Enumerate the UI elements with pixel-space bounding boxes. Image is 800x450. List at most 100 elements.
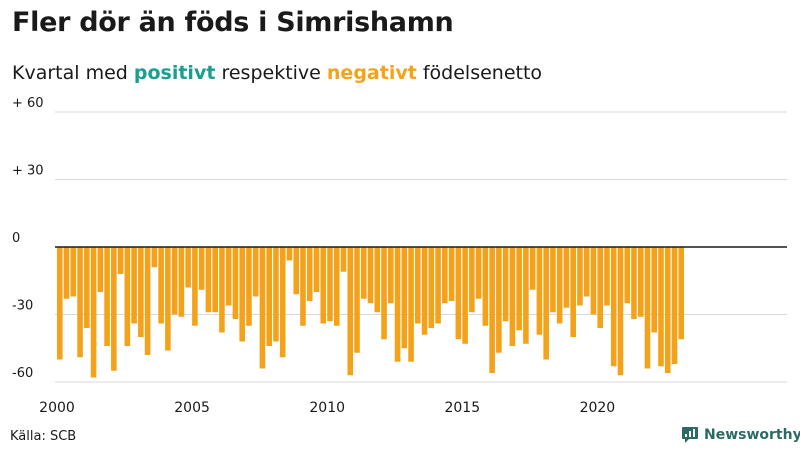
y-tick-label: -60 [12,366,33,381]
bar [333,247,340,326]
bar [408,247,414,362]
bar [624,247,631,304]
bar [469,247,475,313]
bar [367,247,374,304]
bar [631,247,637,319]
bar [590,247,597,315]
bar [448,247,455,301]
bar [597,247,603,328]
bar [482,247,489,326]
bar [124,247,131,346]
brand-logo[interactable]: Newsworthy [681,426,800,444]
bar [401,247,408,349]
bar [502,247,509,322]
bar [185,247,191,288]
x-tick-label: 2010 [309,400,345,416]
bar [219,247,225,333]
chart-bars [57,247,685,378]
bar [259,247,266,369]
bar [435,247,441,324]
y-axis-labels: + 60 + 30 0 -30 -60 [12,96,44,381]
bar [583,247,590,297]
chart-subtitle: Kvartal med positivt respektive negativt… [12,62,542,84]
bar [286,247,293,261]
bar [212,247,218,313]
bar [550,247,556,313]
subtitle-prefix: Kvartal med [12,62,134,84]
bar [205,247,212,313]
source-note: Källa: SCB [10,429,77,444]
bar [144,247,151,355]
bar [381,247,387,340]
x-tick-label: 2000 [39,400,75,416]
bar [239,247,245,342]
bar [300,247,306,326]
bar [138,247,144,337]
bar [111,247,117,371]
bar [266,247,272,346]
bar [523,247,529,344]
bar [462,247,468,344]
bar [104,247,110,346]
bar [225,247,232,306]
bar [644,247,651,369]
y-tick-label: -30 [12,299,33,314]
bar [570,247,576,337]
bar [529,247,536,290]
bar [171,247,178,315]
bar [563,247,570,308]
y-tick-label: + 60 [12,96,44,111]
bar [664,247,671,373]
bar [374,247,381,313]
subtitle-middle: respektive [215,62,327,84]
x-axis-labels: 2000 2005 2010 2015 2020 [39,400,615,416]
bar [428,247,435,328]
bar [293,247,300,295]
bar [77,247,83,358]
bar [246,247,252,326]
bar [178,247,185,317]
bar [165,247,171,351]
bar [151,247,158,268]
bar [516,247,522,331]
subtitle-negative: negativt [326,62,417,84]
x-tick-label: 2020 [580,400,616,416]
bar [442,247,448,304]
bar [84,247,90,328]
bar [556,247,563,324]
bar [313,247,320,292]
bar [354,247,360,353]
bar [131,247,137,324]
bar [63,247,70,299]
bar [536,247,543,335]
newsworthy-logo-icon [682,427,698,443]
subtitle-suffix: födelsenetto [416,62,543,84]
y-tick-label: + 30 [12,164,44,179]
bar [455,247,462,340]
bar [617,247,624,376]
bar [97,247,104,292]
bar [90,247,97,378]
bar [543,247,549,360]
y-tick-label: 0 [12,231,20,246]
bar [198,247,205,290]
bar [320,247,327,324]
bar [327,247,333,322]
bar [658,247,664,367]
x-tick-label: 2005 [174,400,210,416]
x-tick-label: 2015 [444,400,480,416]
brand-name: Newsworthy [704,427,800,443]
bar [415,247,421,324]
bar [273,247,279,342]
bar [347,247,354,376]
chart-title: Fler dör än föds i Simrishamn [12,7,454,38]
bar [489,247,495,373]
bar [671,247,678,364]
bar [394,247,401,362]
bar [340,247,347,272]
bar [70,247,77,297]
bar [192,247,198,326]
bar [496,247,502,353]
bar [57,247,63,360]
bar [306,247,313,301]
